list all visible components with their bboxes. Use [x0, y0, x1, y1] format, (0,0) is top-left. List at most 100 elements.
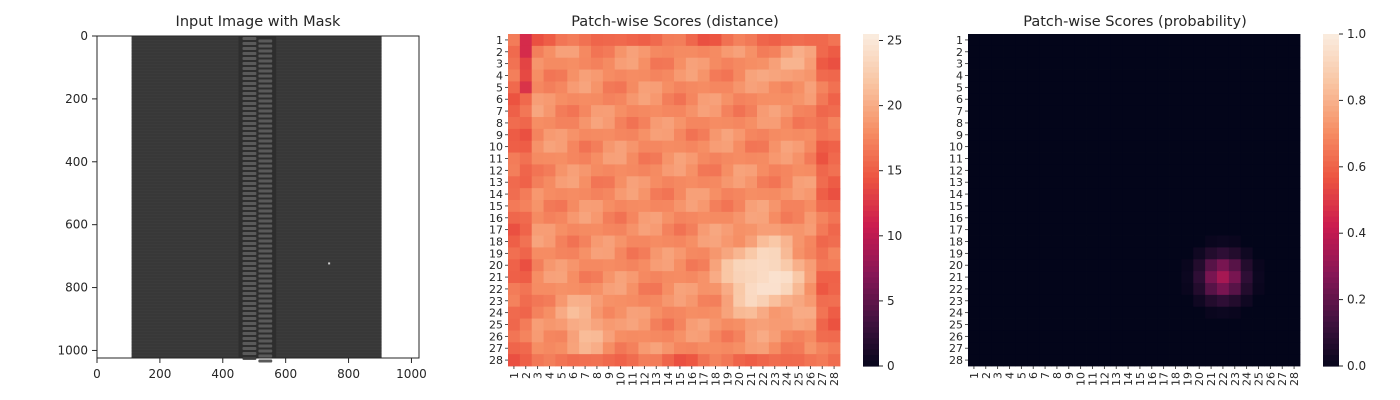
heatmap-cell: [721, 188, 734, 201]
heatmap-cell: [804, 152, 817, 165]
heatmap-cell: [1276, 69, 1289, 82]
zipper-tooth-right: [258, 44, 273, 48]
heatmap-cell: [1169, 164, 1182, 177]
heatmap-cell: [816, 247, 829, 260]
zipper-tooth-right: [258, 174, 273, 178]
heatmap-cell: [1134, 117, 1147, 130]
heatmap-cell: [1003, 259, 1016, 272]
heatmap-cell: [543, 117, 556, 130]
heatmap-cell: [650, 69, 663, 82]
heatmap-cell: [1027, 164, 1040, 177]
heatmap-cell: [721, 93, 734, 106]
heatmap-cell: [1110, 330, 1123, 343]
col-tick-label: 12: [1098, 372, 1111, 386]
heatmap-cell: [638, 283, 651, 296]
heatmap-cell: [1193, 117, 1206, 130]
heatmap-cell: [968, 294, 981, 308]
heatmap-cell: [1228, 128, 1242, 142]
heatmap-cell: [1086, 117, 1099, 130]
heatmap-cell: [1169, 81, 1182, 94]
heatmap-cell: [1003, 247, 1016, 260]
heatmap-cell: [591, 34, 604, 47]
heatmap-cell: [1145, 259, 1159, 272]
heatmap-cell: [579, 164, 592, 177]
heatmap-cell: [543, 45, 556, 59]
heatmap-cell: [543, 330, 556, 343]
heatmap-cell: [602, 188, 616, 201]
heatmap-cell: [1193, 211, 1206, 225]
heatmap-cell: [531, 45, 544, 59]
heatmap-cell: [579, 200, 592, 213]
colorbar-segment: [863, 89, 879, 96]
heatmap-cell: [626, 271, 639, 284]
col-tick-label: 7: [1039, 372, 1052, 379]
col-tick-label: 2: [980, 372, 993, 379]
zipper-tooth-left: [242, 192, 257, 195]
heatmap-cell: [650, 81, 663, 94]
heatmap-cell: [768, 294, 782, 308]
heatmap-cell: [768, 105, 782, 118]
heatmap-cell: [543, 176, 556, 189]
heatmap-cell: [674, 128, 687, 142]
heatmap-cell: [1193, 152, 1206, 165]
y-tick-label: 200: [65, 92, 88, 106]
heatmap-cell: [1264, 81, 1277, 94]
heatmap-cell: [792, 164, 805, 177]
heatmap-cell: [685, 271, 699, 284]
heatmap-cell: [804, 176, 817, 189]
heatmap-cell: [1062, 342, 1076, 355]
heatmap-cell: [650, 93, 663, 106]
heatmap-cell: [1205, 69, 1218, 82]
zipper-tooth-right: [258, 334, 273, 338]
heatmap-cell: [780, 152, 793, 165]
heatmap-cell: [804, 211, 817, 225]
zipper-tooth-left: [242, 57, 257, 60]
heatmap-cell: [1098, 271, 1111, 284]
heatmap-cell: [1015, 152, 1028, 165]
colorbar-segment: [1323, 310, 1339, 317]
heatmap-cell: [721, 164, 734, 177]
heatmap-cell: [1264, 283, 1277, 296]
heatmap-cell: [1098, 342, 1111, 355]
heatmap-cell: [1145, 57, 1159, 70]
heatmap-cell: [1110, 105, 1123, 118]
heatmap-cell: [1264, 93, 1277, 106]
heatmap-cell: [567, 330, 580, 343]
heatmap-cell: [991, 342, 1004, 355]
zipper-tooth-right: [258, 184, 273, 188]
colorbar-segment: [1323, 166, 1339, 173]
heatmap-cell: [1205, 259, 1218, 272]
zipper-tooth-left: [242, 337, 257, 340]
heatmap-cell: [1276, 247, 1289, 260]
heatmap-cell: [662, 342, 675, 355]
heatmap-cell: [519, 342, 533, 355]
heatmap-cell: [555, 235, 568, 248]
heatmap-cell: [1110, 306, 1123, 319]
zipper-tooth-left: [242, 152, 257, 155]
heatmap-cell: [1264, 200, 1277, 213]
heatmap-cell: [768, 140, 782, 153]
heatmap-cell: [626, 81, 639, 94]
heatmap-cell: [614, 34, 627, 47]
heatmap-cell: [1027, 247, 1040, 260]
heatmap-cell: [757, 306, 770, 319]
heatmap-cell: [662, 247, 675, 260]
heatmap-cell: [1252, 188, 1265, 201]
heatmap-cell: [816, 45, 829, 59]
heatmap-cell: [709, 211, 722, 225]
heatmap-cell: [674, 200, 687, 213]
colorbar-segment: [863, 161, 879, 168]
colorbar-segment: [863, 111, 879, 118]
heatmap-cell: [745, 140, 758, 153]
heatmap-cell: [1276, 283, 1289, 296]
zipper-tooth-left: [242, 287, 257, 290]
zipper-tooth-right: [258, 239, 273, 243]
heatmap-cell: [721, 342, 734, 355]
distance-heatmap-cells: [508, 34, 841, 367]
heatmap-cell: [1051, 259, 1064, 272]
heatmap-cell: [579, 259, 592, 272]
heatmap-cell: [697, 271, 710, 284]
colorbar-tick-label: 1.0: [1347, 27, 1366, 41]
heatmap-cell: [1074, 342, 1087, 355]
heatmap-cell: [792, 223, 805, 236]
